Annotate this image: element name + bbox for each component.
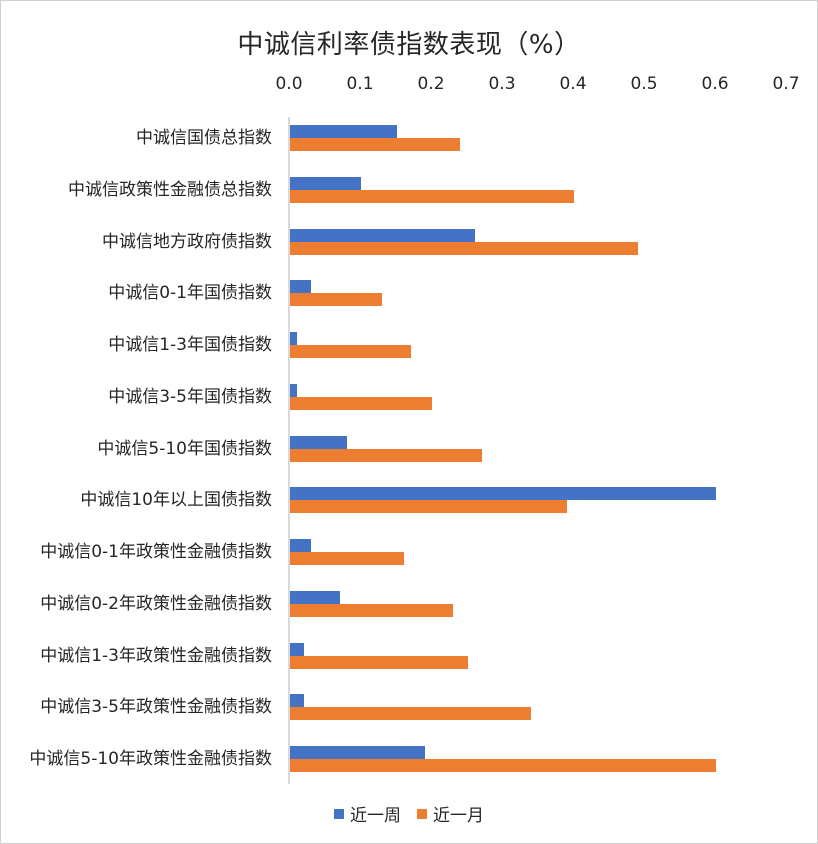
bar-month[interactable] xyxy=(290,189,574,203)
bar-month[interactable] xyxy=(290,345,411,358)
bar-week[interactable] xyxy=(290,642,305,656)
category-label: 中诚信政策性金融债总指数 xyxy=(68,179,272,200)
legend-swatch-week-icon xyxy=(334,808,344,819)
category-label: 中诚信0-1年国债指数 xyxy=(108,283,272,304)
x-tick-label: 0.7 xyxy=(772,74,800,94)
bar-month[interactable] xyxy=(290,603,454,617)
category-label: 中诚信3-5年国债指数 xyxy=(108,386,272,407)
x-tick-label: 0.1 xyxy=(346,74,374,94)
bar-month[interactable] xyxy=(290,759,716,772)
bar-week[interactable] xyxy=(290,590,340,604)
x-tick-label: 0.3 xyxy=(488,74,516,94)
legend-swatch-month-icon xyxy=(417,808,427,819)
category-label: 中诚信1-3年国债指数 xyxy=(108,335,272,355)
legend-label-month: 近一月 xyxy=(433,806,484,826)
category-label: 中诚信0-2年政策性金融债指数 xyxy=(40,593,272,614)
bar-week[interactable] xyxy=(290,332,298,345)
legend: 近一周 近一月 xyxy=(0,801,818,826)
x-tick-label: 0.6 xyxy=(701,74,729,94)
x-tick-label: 0.2 xyxy=(417,74,445,94)
category-label: 中诚信5-10年政策性金融债指数 xyxy=(29,749,272,769)
category-label: 中诚信0-1年政策性金融债指数 xyxy=(40,542,272,562)
bar-week[interactable] xyxy=(290,280,312,294)
bar-week[interactable] xyxy=(290,539,312,552)
bar-week[interactable] xyxy=(290,435,347,449)
category-label: 中诚信5-10年国债指数 xyxy=(97,438,272,459)
bar-week[interactable] xyxy=(290,383,298,397)
bar-week[interactable] xyxy=(290,746,425,759)
bar-week[interactable] xyxy=(290,487,716,501)
bar-week[interactable] xyxy=(290,125,397,138)
x-tick-label: 0.0 xyxy=(275,74,303,94)
bar-month[interactable] xyxy=(290,552,404,565)
bar-month[interactable] xyxy=(290,448,482,462)
category-label: 中诚信地方政府债指数 xyxy=(102,231,272,252)
chart-title: 中诚信利率债指数表现（%） xyxy=(237,30,581,60)
bar-month[interactable] xyxy=(290,293,383,307)
category-label: 中诚信国债总指数 xyxy=(136,128,272,148)
legend-label-week: 近一周 xyxy=(350,806,401,826)
bar-week[interactable] xyxy=(290,228,475,242)
category-label: 中诚信10年以上国债指数 xyxy=(80,490,272,511)
bar-month[interactable] xyxy=(290,655,468,669)
category-label: 中诚信1-3年政策性金融债指数 xyxy=(40,645,272,666)
x-tick-label: 0.4 xyxy=(559,74,587,94)
bar-month[interactable] xyxy=(290,500,567,514)
legend-item-month[interactable]: 近一月 xyxy=(417,801,484,826)
bar-week[interactable] xyxy=(290,176,361,190)
bar-month[interactable] xyxy=(290,241,638,255)
bar-week[interactable] xyxy=(290,694,305,708)
x-tick-label: 0.5 xyxy=(630,74,658,94)
y-axis-line xyxy=(288,117,290,784)
bar-month[interactable] xyxy=(290,138,461,151)
legend-item-week[interactable]: 近一周 xyxy=(334,801,401,826)
bar-month[interactable] xyxy=(290,707,532,721)
category-label: 中诚信3-5年政策性金融债指数 xyxy=(40,697,272,718)
bar-month[interactable] xyxy=(290,396,432,410)
